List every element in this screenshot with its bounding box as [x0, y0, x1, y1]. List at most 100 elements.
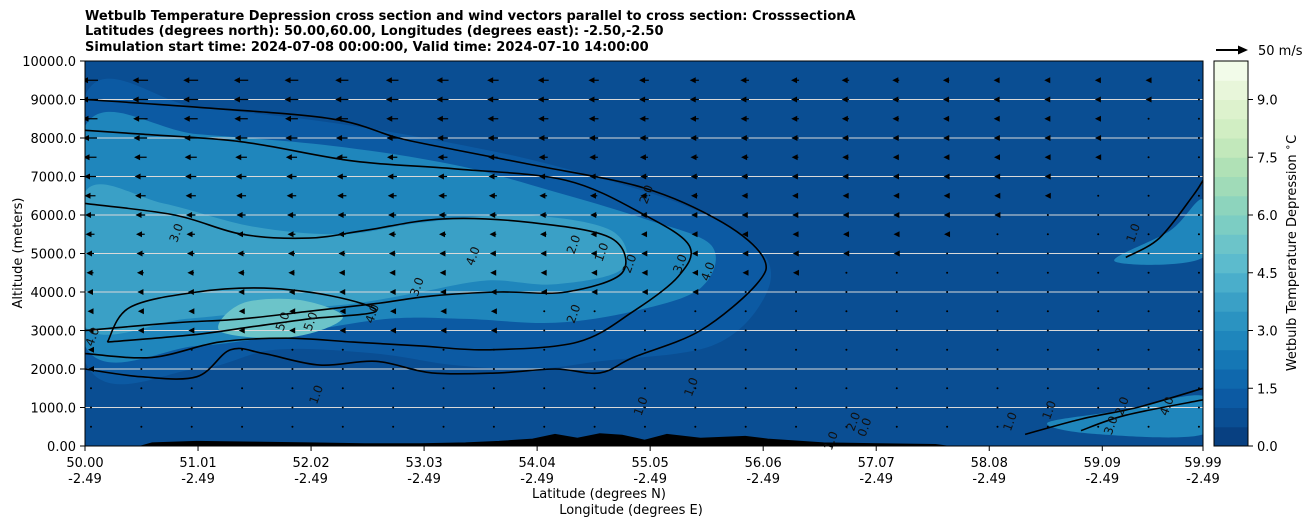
- wind-vector: [386, 135, 398, 141]
- wind-vector: [489, 212, 497, 218]
- colorbar-label: Wetbulb Temperature Depression ∘C: [1283, 135, 1300, 371]
- wind-vector: [792, 231, 799, 238]
- wind-vector: [640, 173, 648, 180]
- x-tick-label-lon-4: -2.49: [520, 472, 554, 487]
- chart-title-line-3: Simulation start time: 2024-07-08 00:00:…: [85, 40, 649, 55]
- wind-vector: [893, 173, 900, 180]
- wind-vector: [291, 368, 294, 370]
- wind-vector: [744, 329, 747, 332]
- wind-vector: [392, 387, 395, 390]
- wind-vector: [1095, 154, 1102, 161]
- colorbar-tick-label-3: 4.5: [1257, 267, 1278, 282]
- wind-vector: [691, 231, 698, 238]
- wind-vector: [742, 231, 749, 238]
- wind-vector: [1197, 271, 1200, 274]
- colorbar-tick-label-1: 1.5: [1257, 382, 1278, 397]
- colorbar-band-6: [1214, 311, 1248, 331]
- wind-vector: [85, 135, 97, 141]
- wind-vector: [842, 173, 849, 180]
- wind-vector: [1044, 154, 1051, 161]
- wind-vector: [892, 154, 899, 161]
- wind-vector: [593, 310, 596, 313]
- y-tick-label-10: 10000.0: [22, 55, 76, 70]
- contour-label-9: 2.0: [620, 252, 640, 275]
- wind-vector: [639, 115, 649, 122]
- x-tick-label-lon-2: -2.49: [294, 472, 328, 487]
- wind-vector: [946, 368, 949, 370]
- wind-vector: [487, 135, 498, 141]
- wind-vector: [1145, 96, 1152, 103]
- wind-vector: [284, 77, 299, 84]
- wind-vector: [994, 192, 1001, 199]
- contour-label-8: 1.0: [592, 241, 612, 264]
- wind-vector: [288, 289, 295, 295]
- wind-vector: [1046, 252, 1049, 255]
- contour-label-4: 4.0: [362, 302, 382, 325]
- wind-vector: [593, 425, 596, 428]
- wind-vector: [993, 96, 1000, 103]
- wind-vector: [85, 96, 98, 103]
- wind-vector: [694, 368, 697, 370]
- wind-vector: [136, 250, 145, 257]
- wind-vector: [741, 173, 749, 180]
- x-tick-label-lon-6: -2.49: [746, 472, 780, 487]
- quiver-key-arrowhead: [1238, 45, 1248, 55]
- wind-vector: [487, 115, 499, 122]
- wind-vector: [1147, 348, 1150, 351]
- x-axis-label-2: Longitude (degrees E): [559, 503, 703, 518]
- wind-vector: [137, 327, 144, 334]
- wind-vector: [492, 387, 495, 390]
- wind-vector: [741, 212, 748, 218]
- wind-vector: [843, 231, 850, 238]
- wind-vector: [492, 425, 495, 428]
- contour-label-0: 3.0: [167, 222, 187, 245]
- wind-vector: [236, 212, 246, 218]
- wind-vector: [87, 289, 93, 295]
- contour-line-0: [85, 98, 768, 380]
- wind-vector: [643, 310, 646, 313]
- colorbar-band-3: [1214, 369, 1248, 389]
- wind-vector: [588, 77, 599, 84]
- wind-vector: [233, 77, 249, 84]
- wind-vector: [1147, 252, 1150, 255]
- wind-vector: [996, 348, 999, 351]
- wind-vector: [187, 269, 195, 276]
- wind-vector: [492, 348, 495, 351]
- wind-vector: [85, 173, 96, 180]
- wind-vector: [744, 368, 747, 370]
- wind-vector: [895, 310, 898, 313]
- wind-vector: [690, 173, 698, 180]
- x-tick-label-lon-10: -2.49: [1186, 472, 1220, 487]
- wind-vector: [287, 231, 296, 238]
- wind-vector: [996, 291, 999, 293]
- wind-vector: [1094, 77, 1101, 84]
- wind-vector: [490, 269, 497, 276]
- colorbar-tick-label-4: 6.0: [1257, 209, 1278, 224]
- wind-vector: [85, 77, 98, 84]
- chart-title-line-1: Wetbulb Temperature Depression cross sec…: [85, 9, 856, 24]
- colorbar-band-1: [1214, 407, 1248, 428]
- y-tick-label-1: 1000.0: [31, 402, 77, 417]
- contour-line-6: [1125, 179, 1203, 259]
- wind-vector: [186, 231, 195, 238]
- wind-vector: [842, 135, 849, 141]
- x-axis-label-1: Latitude (degrees N): [532, 487, 666, 502]
- contour-line-4: [1024, 387, 1203, 436]
- wind-vector: [895, 368, 898, 370]
- wind-vector: [537, 96, 549, 103]
- wind-vector: [994, 173, 1001, 180]
- wind-vector: [386, 115, 399, 122]
- x-tick-label-lat-7: 57.07: [858, 456, 895, 471]
- wind-vector: [590, 212, 597, 218]
- wind-vector: [744, 387, 747, 390]
- wind-vector: [1147, 387, 1150, 390]
- wind-vector: [1097, 214, 1100, 216]
- wind-vector: [946, 271, 949, 274]
- y-tick-label-7: 7000.0: [31, 171, 77, 186]
- wind-vector: [1197, 425, 1200, 428]
- wind-vector: [385, 77, 399, 84]
- wind-vector: [943, 212, 950, 218]
- wind-vector: [488, 154, 498, 161]
- wind-vector: [1197, 387, 1200, 390]
- wind-vector: [946, 310, 949, 313]
